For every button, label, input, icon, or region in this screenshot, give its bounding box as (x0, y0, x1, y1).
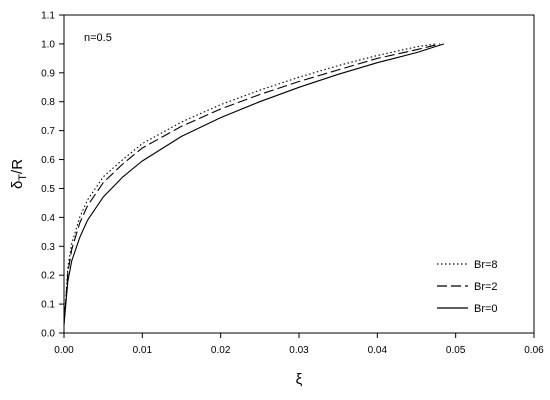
series-line-br-2 (63, 43, 441, 325)
x-tick-label: 0.06 (524, 345, 544, 356)
y-tick-label: 0.6 (41, 155, 55, 166)
x-tick-label: 0.00 (54, 345, 74, 356)
y-tick-label: 0.1 (41, 300, 55, 311)
legend-label-br-0: Br=0 (474, 303, 498, 315)
y-tick-label: 0.8 (41, 97, 55, 108)
y-axis-label-subscript: T (17, 174, 29, 181)
x-tick-label: 0.03 (289, 345, 309, 356)
y-tick-label: 0.5 (41, 184, 55, 195)
legend: Br=8 Br=2 Br=0 (437, 259, 498, 315)
x-axis: 0.00 0.01 0.02 0.03 0.04 0.05 0.06 (54, 333, 544, 356)
legend-label-br-8: Br=8 (474, 259, 498, 271)
y-axis-label: δT/R (9, 159, 29, 189)
x-tick-label: 0.01 (133, 345, 153, 356)
y-tick-label: 0.0 (41, 329, 55, 340)
x-axis-label: ξ (296, 371, 303, 388)
series-line-br-8 (63, 43, 437, 325)
y-tick-label: 0.3 (41, 242, 55, 253)
x-tick-label: 0.05 (446, 345, 466, 356)
y-tick-label: 0.2 (41, 271, 55, 282)
plot-frame (63, 14, 535, 334)
annotation-label: n=0.5 (84, 32, 112, 44)
y-tick-label: 0.7 (41, 126, 55, 137)
y-axis: 0.0 0.1 0.2 0.3 0.4 0.5 0.6 0.7 0.8 0.9 1.0 1.1 (41, 11, 64, 340)
series-layer (63, 43, 445, 325)
y-tick-label: 1.0 (41, 39, 55, 50)
y-axis-label-main: δ (9, 181, 26, 189)
y-tick-label: 0.9 (41, 68, 55, 79)
plot-area-border (63, 14, 535, 334)
legend-label-br-2: Br=2 (474, 281, 498, 293)
x-tick-label: 0.02 (211, 345, 231, 356)
x-tick-label: 0.04 (368, 345, 388, 356)
y-axis-label-tail: /R (9, 159, 26, 174)
y-tick-label: 1.1 (41, 11, 55, 22)
y-tick-label: 0.4 (41, 213, 55, 224)
series-line-br-0 (63, 43, 445, 325)
